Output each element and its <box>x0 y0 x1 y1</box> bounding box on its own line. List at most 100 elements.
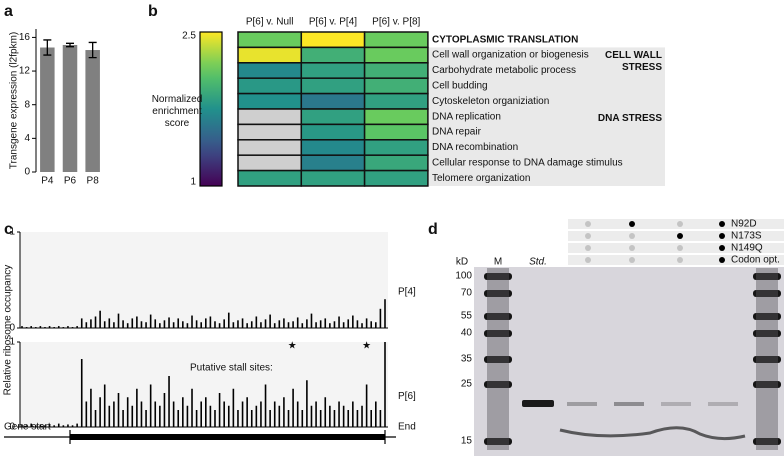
gel <box>474 267 784 456</box>
star: ★ <box>362 341 371 352</box>
ladder-band <box>753 438 781 445</box>
ladder-band <box>484 356 512 363</box>
row-band <box>568 219 784 229</box>
heatmap-cell <box>300 139 366 156</box>
colorbar-tick-label: 2.5 <box>182 31 196 42</box>
ladder-band <box>484 330 512 337</box>
y-axis-label: Relative ribosome occupancy <box>3 265 14 396</box>
smear <box>559 426 746 441</box>
column-label: P[6] v. P[8] <box>372 17 420 28</box>
heatmap-cell <box>363 46 429 64</box>
mutation-label: N173S <box>731 231 762 242</box>
y-tick-label: 1 <box>9 227 15 238</box>
mutation-dot <box>629 257 635 263</box>
ladder-band <box>484 290 512 297</box>
heatmap-cell <box>363 92 429 110</box>
ladder-band <box>753 273 781 280</box>
error-bar <box>43 39 52 56</box>
heatmap-cell <box>300 169 366 187</box>
heatmap-cell <box>363 31 429 49</box>
ladder-smear <box>756 268 778 450</box>
row-label: DNA repair <box>432 127 482 138</box>
y-tick-label: 1 <box>9 337 15 348</box>
y-tick-label: 4 <box>24 133 30 144</box>
ladder-label: 25 <box>461 379 473 390</box>
faint-band <box>708 402 738 406</box>
heatmap-cell <box>300 77 366 95</box>
heatmap-cell <box>363 77 429 95</box>
heatmap-cell <box>300 62 366 79</box>
row-label: DNA replication <box>432 111 501 122</box>
mutation-dot <box>629 221 635 227</box>
unit: kD <box>456 257 468 268</box>
heatmap-cell <box>237 77 303 95</box>
track-label: P[4] <box>398 287 416 298</box>
mutation-label: N92D <box>731 219 757 230</box>
heatmap-cell <box>237 62 303 79</box>
mutation-dot <box>677 257 683 263</box>
track-label: P[6] <box>398 391 416 402</box>
heatmap-cell <box>237 108 303 126</box>
faint-band <box>614 402 644 406</box>
mutation-label: N149Q <box>731 243 763 254</box>
mutation-label: Codon opt. <box>731 255 780 266</box>
ladder-band <box>753 381 781 388</box>
ladder-label: 55 <box>461 311 473 322</box>
heatmap-cell <box>237 139 303 156</box>
ladder-band <box>484 273 512 280</box>
x-tick-label: P8 <box>87 176 100 187</box>
row-label: DNA recombination <box>432 142 518 153</box>
row-label: Telomere organization <box>432 173 530 184</box>
row-label: Cell wall organization or biogenesis <box>432 50 589 61</box>
lane-label: Std. <box>529 257 547 268</box>
x-tick-label: P4 <box>41 176 54 187</box>
bar <box>85 50 100 172</box>
ladder-label: 100 <box>455 271 472 282</box>
group-label: CELL WALL STRESS <box>604 50 662 73</box>
ladder-label: 70 <box>461 288 473 299</box>
gene-end-label: End <box>398 422 416 433</box>
row-band <box>568 231 784 241</box>
gene-start-label: Gene start <box>4 422 51 433</box>
heatmap-cell <box>363 123 429 141</box>
bar <box>62 44 78 172</box>
panel-label: d <box>428 221 438 238</box>
legend-dot <box>719 221 725 227</box>
ladder-label: 15 <box>461 436 473 447</box>
ladder-band <box>484 381 512 388</box>
mutation-dot <box>677 245 683 251</box>
row-band <box>568 255 784 265</box>
ladder-band <box>753 290 781 297</box>
faint-band <box>661 402 691 406</box>
heatmap-cell <box>363 169 429 187</box>
star: ★ <box>288 341 297 352</box>
y-tick-label: 8 <box>24 99 30 110</box>
ladder-band <box>484 313 512 320</box>
y-axis-label: Transgene expression (l2fpkm) <box>9 32 20 169</box>
heatmap-cell <box>300 46 366 64</box>
row-label: Cell budding <box>432 81 488 92</box>
panel-label: a <box>4 3 13 20</box>
heatmap-cell <box>300 154 366 172</box>
lane-label: M <box>494 257 502 268</box>
ladder-band <box>753 313 781 320</box>
heatmap-cell <box>300 92 366 110</box>
group-label: DNA STRESS <box>597 113 662 124</box>
mutation-dot <box>585 257 591 263</box>
heatmap-cell <box>237 46 303 64</box>
colorbar-label: Normalized enrichment score <box>151 94 203 129</box>
row-label: CYTOPLASMIC TRANSLATION <box>432 34 578 45</box>
ladder-label: 40 <box>461 328 473 339</box>
ladder-label: 35 <box>461 354 473 365</box>
mutation-dot <box>585 233 591 239</box>
ladder-band <box>753 356 781 363</box>
heatmap-cell <box>237 169 303 187</box>
track-bg <box>20 342 388 427</box>
panel-label: b <box>148 3 158 20</box>
y-tick-label: 0 <box>24 167 30 178</box>
row-band <box>568 243 784 253</box>
x-tick-label: P6 <box>64 176 77 187</box>
error-bar <box>66 42 74 48</box>
